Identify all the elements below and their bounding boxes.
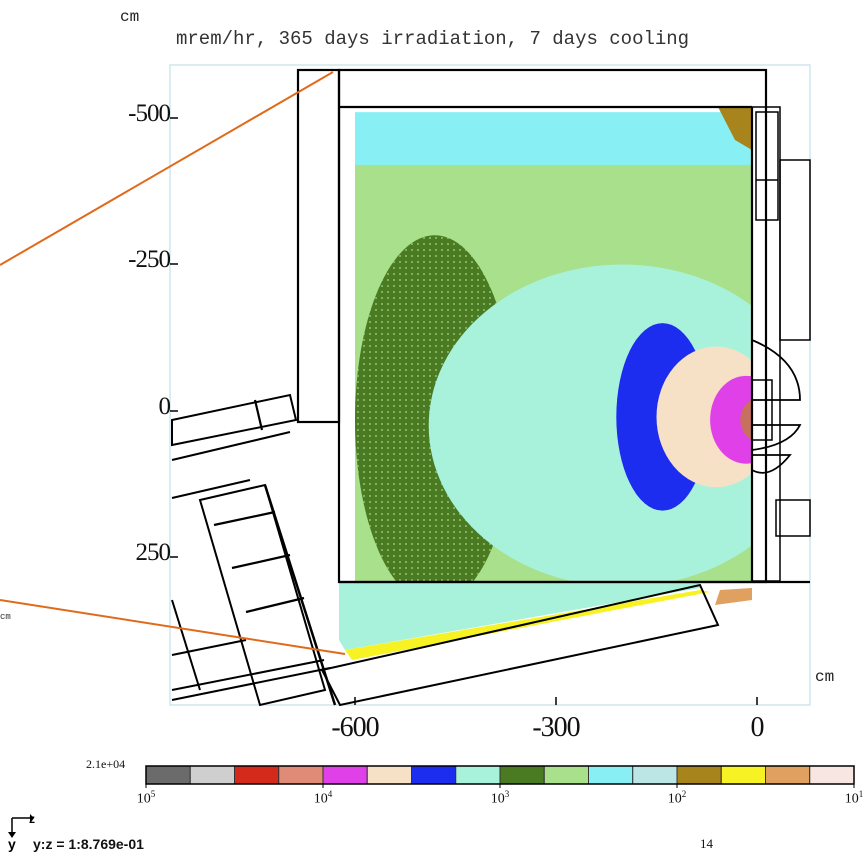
axis-y-label: y [8,836,16,852]
dose-region [740,399,752,441]
inset-unit-label: cm [0,612,11,622]
leader-line-top [0,71,334,266]
page-number: 14 [700,836,713,851]
y-tick-label: -500 [128,100,171,127]
dose-region [710,375,752,464]
dose-heatmap [355,112,752,582]
colorbar-tick-label: 105 [136,789,156,807]
colorbar-swatch [632,765,678,785]
colorbar-swatch [322,765,368,785]
colorbar-swatch [366,765,412,785]
colorbar-max-label: 2.1e+04 [86,757,126,771]
colorbar-swatch [720,765,766,785]
colorbar-swatch [499,765,545,785]
colorbar-swatch [145,765,191,785]
colorbar-swatch [588,765,634,785]
x-tick-label: -600 [331,712,379,743]
colorbar-swatch [676,765,722,785]
y-tick-label: -250 [128,246,171,273]
unit-label-top: cm [120,8,140,26]
lower-dose-band [339,582,700,650]
colorbar-swatch [278,765,324,785]
colorbar-swatch [765,765,811,785]
colorbar-swatch [411,765,457,785]
axis-ticks [170,117,758,705]
aspect-scale-label: y:z = 1:8.769e-01 [33,836,144,852]
y-tick-label: 250 [135,539,172,566]
y-tick-label: 0 [158,393,172,420]
colorbar-swatch [234,765,280,785]
colorbar-swatch [809,765,855,785]
chart-title: mrem/hr, 365 days irradiation, 7 days co… [176,28,690,50]
colorbar-tick-label: 103 [490,789,510,807]
colorbar-swatch [543,765,589,785]
x-tick-label: 0 [750,712,765,743]
geometry-outlines [171,68,811,707]
colorbar-swatch [189,765,235,785]
hot-corner-top [718,107,752,150]
colorbar-tick-label: 102 [667,789,687,807]
hot-strip [345,590,710,660]
hot-strip-right [715,588,752,605]
colorbar [145,765,855,788]
x-axis-unit-label: cm [815,668,835,686]
axis-z-label: z [29,812,35,826]
axis-orientation-icon [8,814,34,838]
colorbar-tick-label: 104 [313,789,333,807]
colorbar-tick-label: 101 [844,789,864,807]
colorbar-swatch [455,765,501,785]
leader-line-bottom [0,599,346,655]
x-tick-label: -300 [532,712,580,743]
